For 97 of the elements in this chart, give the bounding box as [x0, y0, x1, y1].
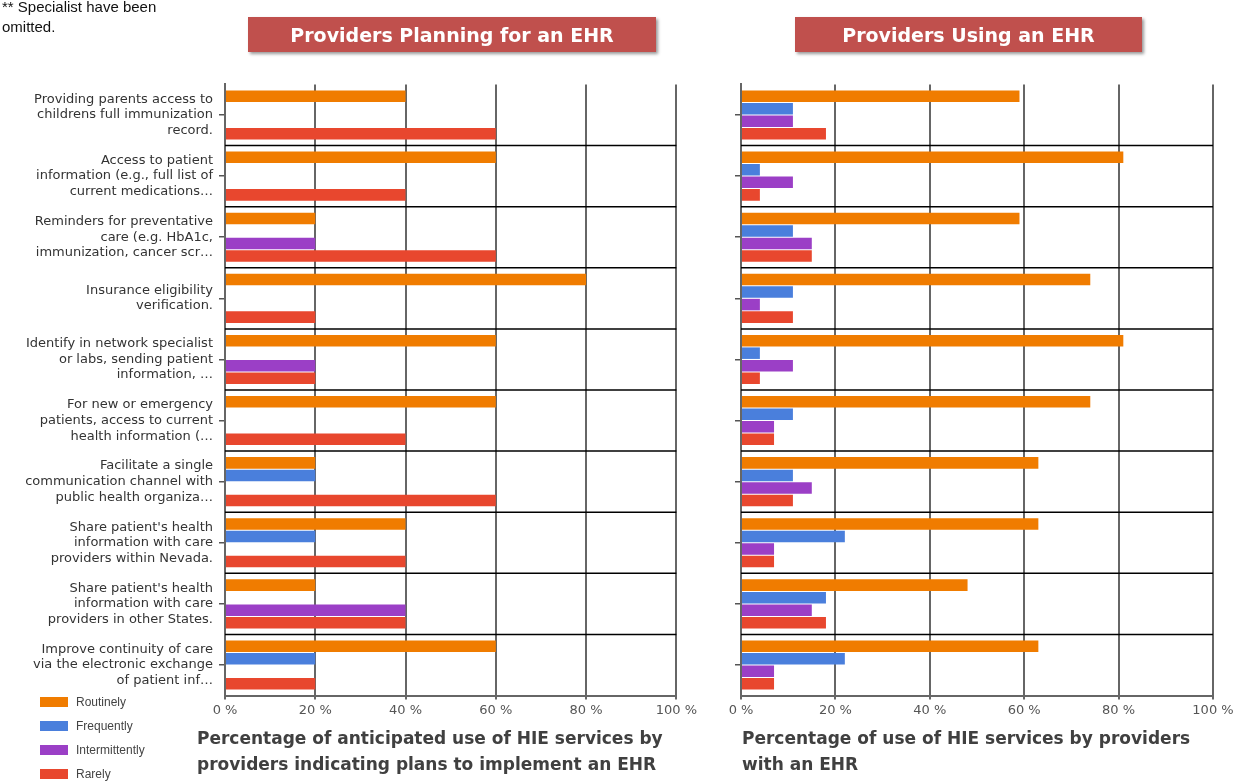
bar: [742, 421, 775, 433]
x-tick-label: 60 %: [1007, 701, 1041, 717]
x-tick-label: 0 %: [728, 701, 754, 717]
y-tick-label: Access to patient information (e.g., full list of current medications…: [36, 151, 214, 199]
bar: [742, 579, 968, 591]
bar: [742, 176, 793, 189]
bar: [742, 311, 793, 323]
bar: [742, 555, 775, 568]
bar: [742, 640, 1039, 653]
text: ** Specialist have been omitted.: [2, 0, 158, 37]
bar: [742, 237, 812, 250]
bar: [742, 678, 775, 690]
bar: [226, 457, 316, 469]
bar: [742, 225, 793, 237]
bar: [742, 347, 760, 359]
bar: [742, 469, 793, 482]
y-tick-label: Improve continuity of care via the electronic exchange of patient inf…: [33, 640, 213, 688]
bar: [226, 359, 316, 372]
bar: [742, 494, 793, 507]
bar: [226, 372, 316, 384]
bar: [226, 151, 496, 164]
bar: [226, 530, 316, 543]
bar: [226, 273, 587, 286]
x-tick-label: 40 %: [913, 701, 947, 717]
x-axis-title: Percentage of use of HIE services by providers with an EHR: [742, 727, 1192, 776]
bar: [226, 237, 316, 250]
bar: [226, 518, 406, 530]
bar: [742, 665, 775, 678]
x-tick-label: 80 %: [1102, 701, 1136, 717]
bar: [226, 604, 406, 616]
bar: [226, 334, 496, 347]
bar: [742, 115, 793, 127]
bar: [226, 433, 406, 446]
bar: [742, 616, 826, 629]
bar: [742, 530, 845, 543]
bar: [742, 359, 793, 372]
x-tick-label: 60 %: [479, 701, 513, 717]
bar: [226, 640, 496, 653]
legend-label: Rarely: [76, 767, 111, 781]
y-tick-label: Share patient's health information with care providers within Nevada.: [50, 518, 213, 565]
bar: [226, 311, 316, 323]
legend-label: Frequently: [76, 719, 133, 733]
bar: [226, 494, 496, 507]
bar: [742, 212, 1020, 225]
y-tick-label: Facilitate a single communication channel with public health organiza…: [25, 457, 213, 504]
x-tick-label: 20 %: [818, 701, 852, 717]
bar: [226, 90, 406, 102]
x-tick-label: 0 %: [212, 701, 238, 717]
bar: [742, 151, 1124, 164]
bar: [226, 212, 316, 225]
bar: [226, 579, 316, 591]
bar: [742, 604, 812, 616]
x-axis-title: Percentage of anticipated use of HIE services by providers indicating plans to implement an EHR: [197, 727, 664, 776]
x-tick-label: 100 %: [1192, 701, 1234, 717]
y-tick-label: Providing parents access to childrens full immunization record.: [34, 90, 214, 137]
y-tick-label: Insurance eligibility verification.: [86, 281, 214, 313]
bar: [226, 189, 406, 201]
bar: [742, 102, 793, 115]
bar: [742, 408, 793, 421]
bar: [226, 250, 496, 262]
y-tick-label: Share patient's health information with care providers in other States.: [47, 579, 213, 626]
bar: [742, 90, 1020, 102]
bar: [742, 457, 1039, 469]
bar: [742, 298, 760, 311]
bar: [226, 396, 496, 408]
bar: [742, 653, 845, 665]
bar: [742, 591, 826, 604]
bar: [742, 372, 760, 384]
bar: [742, 189, 760, 201]
bar: [226, 469, 316, 482]
bar: [742, 334, 1124, 347]
y-tick-label: Reminders for preventative care (e.g. HbA1c, immunization, cancer scr…: [34, 212, 213, 260]
bar: [226, 653, 316, 665]
chart-title: Providers Planning for an EHR: [248, 17, 656, 52]
legend-label: Routinely: [76, 695, 127, 709]
bar: [742, 250, 812, 262]
bar: [226, 555, 406, 568]
bar: [742, 518, 1039, 530]
legend-label: Intermittently: [76, 743, 145, 757]
x-tick-label: 20 %: [298, 701, 332, 717]
y-tick-label: For new or emergency patients, access to current health information (…: [39, 396, 214, 443]
bar: [742, 127, 826, 140]
bar: [742, 273, 1091, 286]
x-tick-label: 100 %: [655, 701, 698, 717]
y-tick-label: Identify in network specialist or labs, sending patient information, …: [26, 335, 213, 382]
bar: [742, 543, 775, 555]
bar: [742, 396, 1091, 408]
bar: [742, 286, 793, 298]
bar: [226, 127, 496, 140]
x-tick-label: 40 %: [389, 701, 423, 717]
bar: [226, 678, 316, 690]
bar: [742, 482, 812, 494]
bar: [742, 433, 775, 446]
chart-title: Providers Using an EHR: [795, 17, 1142, 52]
bar: [742, 164, 760, 176]
x-tick-label: 80 %: [569, 701, 603, 717]
bar: [226, 616, 406, 629]
